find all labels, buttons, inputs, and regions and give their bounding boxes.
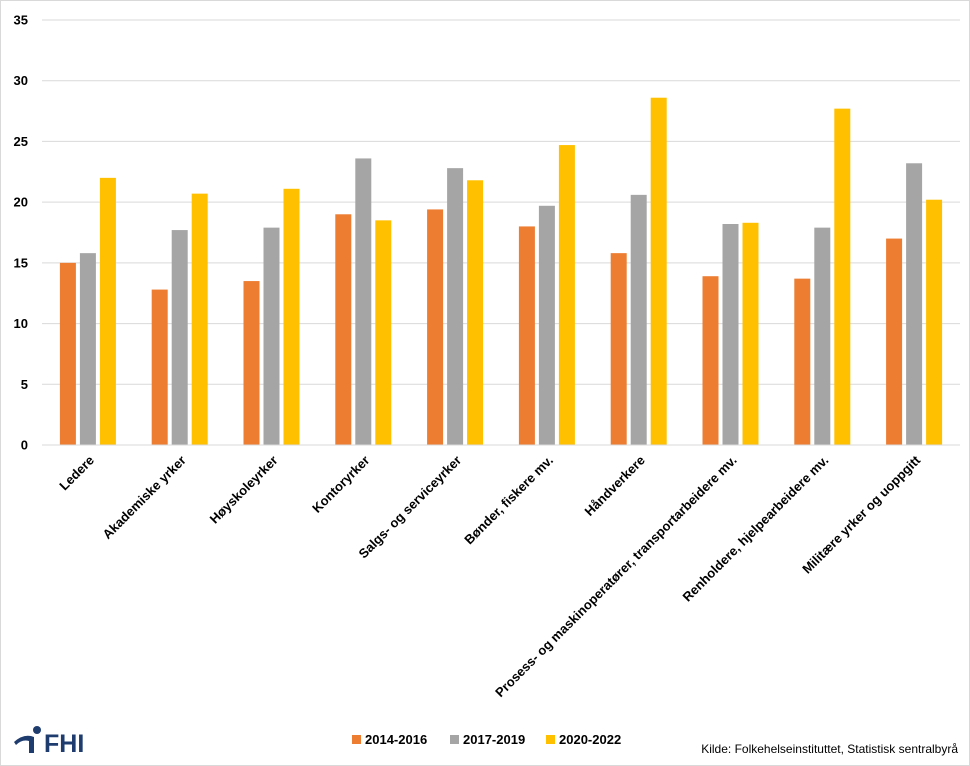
bar <box>906 163 923 446</box>
x-tick-label: Høyskoleyrker <box>207 453 281 527</box>
fhi-logo: FHI <box>14 726 84 758</box>
bar <box>151 289 168 445</box>
bar <box>814 227 831 445</box>
y-axis-ticks: 0 5 10 15 20 25 30 35 <box>14 13 28 453</box>
bar <box>243 281 260 445</box>
bar <box>722 224 739 445</box>
legend-swatch <box>546 735 555 744</box>
bar <box>427 209 444 445</box>
bar <box>263 227 280 445</box>
y-tick-label: 20 <box>14 195 28 210</box>
bar <box>335 214 352 445</box>
bar <box>191 193 208 445</box>
legend-swatch <box>450 735 459 744</box>
bar <box>794 278 811 445</box>
legend-label: 2020-2022 <box>559 732 621 747</box>
bar <box>171 230 188 445</box>
x-tick-label: Akademiske yrker <box>100 453 189 542</box>
bar <box>926 199 943 445</box>
bar <box>742 222 759 445</box>
y-tick-label: 0 <box>21 438 28 453</box>
bar <box>355 158 372 445</box>
bar <box>538 205 555 445</box>
y-tick-label: 30 <box>14 73 28 88</box>
bar <box>886 238 903 445</box>
x-tick-label: Kontoryrker <box>309 453 372 516</box>
fhi-logo-text: FHI <box>44 730 84 758</box>
bar <box>630 194 647 445</box>
bar <box>375 220 392 445</box>
legend-swatch <box>352 735 361 744</box>
y-tick-label: 5 <box>21 377 28 392</box>
source-note: Kilde: Folkehelseinstituttet, Statistisk… <box>701 742 958 756</box>
x-tick-label: Ledere <box>56 453 97 494</box>
bar <box>834 108 851 446</box>
legend-label: 2017-2019 <box>463 732 525 747</box>
fhi-logo-icon <box>14 726 41 753</box>
bar <box>518 226 535 445</box>
y-tick-label: 35 <box>14 13 28 28</box>
y-tick-label: 10 <box>14 316 28 331</box>
x-tick-label: Salgs- og serviceyrker <box>356 453 465 562</box>
x-axis-labels: Ledere Akademiske yrker Høyskoleyrker Konto… <box>56 452 923 700</box>
bar <box>283 188 300 446</box>
bar <box>650 97 667 445</box>
bar <box>59 262 76 445</box>
x-tick-label: Håndverkere <box>582 453 648 519</box>
legend-label: 2014-2016 <box>365 732 427 747</box>
bar <box>610 253 627 445</box>
bar <box>447 168 464 445</box>
bars <box>59 97 943 446</box>
x-tick-label: Renholdere, hjelpearbeidere mv. <box>679 453 831 605</box>
bar <box>467 180 484 446</box>
legend: 2014-2016 2017-2019 2020-2022 <box>352 732 621 747</box>
bar <box>702 276 719 445</box>
x-tick-label: Bønder, fiskere mv. <box>461 453 556 548</box>
y-tick-label: 15 <box>14 255 28 270</box>
bar <box>79 253 96 445</box>
y-tick-label: 25 <box>14 134 28 149</box>
bar <box>558 145 575 446</box>
bar <box>99 177 116 445</box>
